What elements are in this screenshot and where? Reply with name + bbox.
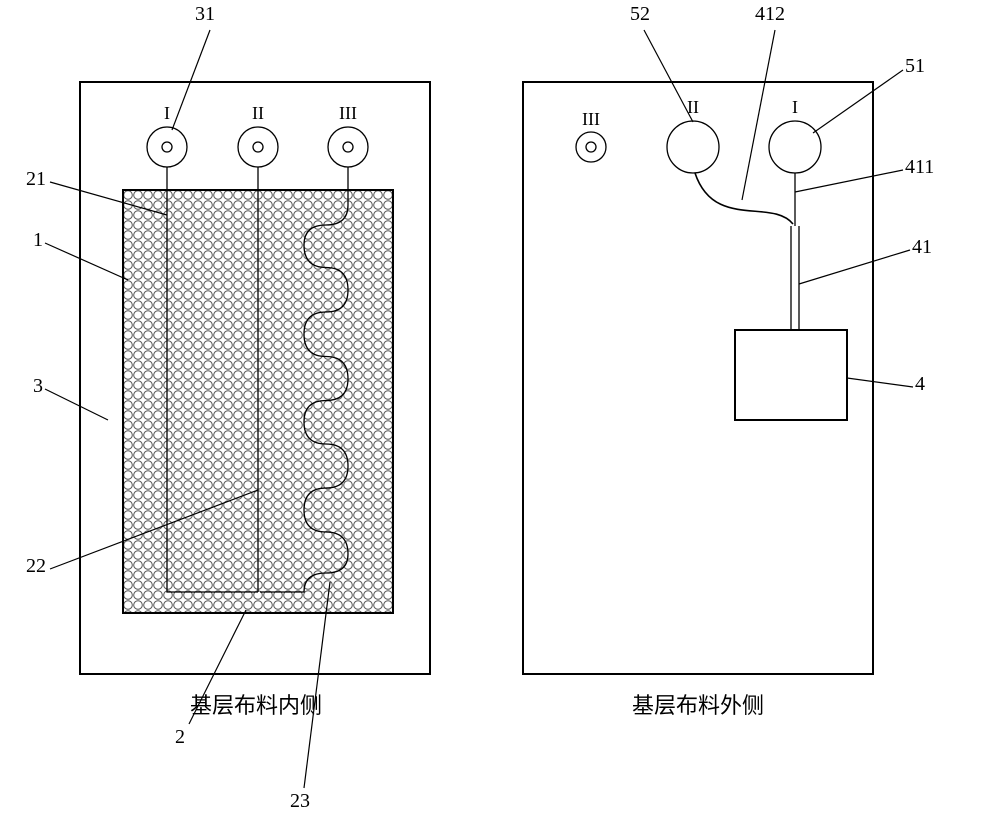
label-52: 52 xyxy=(630,3,650,26)
inner-roman-c2: II xyxy=(252,103,264,123)
outer-roman-cI: I xyxy=(792,97,798,117)
label-23: 23 xyxy=(290,790,310,813)
label-411: 411 xyxy=(905,156,934,179)
diagram-stage: IIIIIIIIIIII 123421222331415152411412基层布… xyxy=(0,0,1000,828)
label-1: 1 xyxy=(33,229,43,252)
outer-terminal-III-dot xyxy=(586,142,596,152)
inner-roman-c3: III xyxy=(339,103,357,123)
label-31: 31 xyxy=(195,3,215,26)
outer-terminal-cII xyxy=(667,121,719,173)
label-412: 412 xyxy=(755,3,785,26)
label-21: 21 xyxy=(26,168,46,191)
outer-roman-cIII: III xyxy=(582,109,600,129)
module-box-4 xyxy=(735,330,847,420)
outer-terminal-cI xyxy=(769,121,821,173)
inner-terminal-dot-c3 xyxy=(343,142,353,152)
inner-terminal-dot-c2 xyxy=(253,142,263,152)
inner-roman-c1: I xyxy=(164,103,170,123)
label-2: 2 xyxy=(175,726,185,749)
label-51: 51 xyxy=(905,55,925,78)
inner-terminal-dot-c1 xyxy=(162,142,172,152)
diagram-svg: IIIIIIIIIIII xyxy=(0,0,1000,828)
caption-right: 基层布料外侧 xyxy=(632,688,764,720)
label-3: 3 xyxy=(33,375,43,398)
caption-left: 基层布料内侧 xyxy=(190,688,322,720)
label-4: 4 xyxy=(915,373,925,396)
label-22: 22 xyxy=(26,555,46,578)
label-41: 41 xyxy=(912,236,932,259)
